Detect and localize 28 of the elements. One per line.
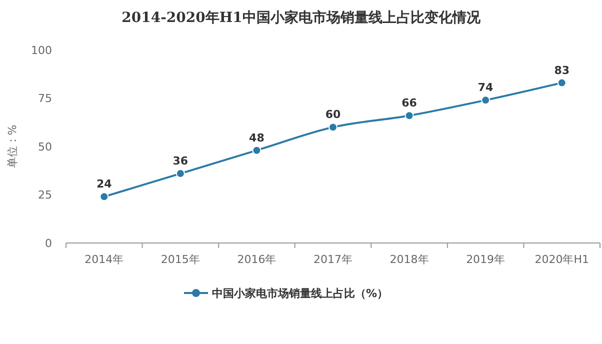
data-label: 48 <box>249 131 264 144</box>
x-tick-label: 2020年H1 <box>534 253 589 266</box>
chart-title: 2014-2020年H1中国小家电市场销量线上占比变化情况 <box>122 9 482 26</box>
y-tick-label: 75 <box>38 92 52 106</box>
y-tick-label: 25 <box>38 188 52 202</box>
y-tick-label: 50 <box>38 140 52 154</box>
y-tick-label: 0 <box>45 236 52 250</box>
x-tick-label: 2016年 <box>237 253 276 266</box>
data-label: 60 <box>325 108 341 122</box>
data-label: 36 <box>172 154 188 168</box>
x-tick-label: 2014年 <box>84 253 124 266</box>
x-tick-label: 2018年 <box>390 253 429 266</box>
point <box>481 96 490 105</box>
point <box>252 146 262 155</box>
data-label: 66 <box>402 96 418 110</box>
y-axis-title: 单位：% <box>6 124 19 168</box>
x-tick-label: 2019年 <box>466 253 506 266</box>
point <box>404 111 414 120</box>
data-label: 83 <box>554 64 570 77</box>
point <box>557 78 566 88</box>
x-tick-label: 2017年 <box>314 253 352 266</box>
y-tick-label: 100 <box>31 44 52 57</box>
data-label: 24 <box>96 178 112 191</box>
data-label: 74 <box>478 81 494 94</box>
legend-label: 中国小家电市场销量线上占比（%） <box>212 286 388 300</box>
point <box>328 122 338 132</box>
x-tick-label: 2015年 <box>160 253 200 266</box>
point <box>100 192 109 202</box>
